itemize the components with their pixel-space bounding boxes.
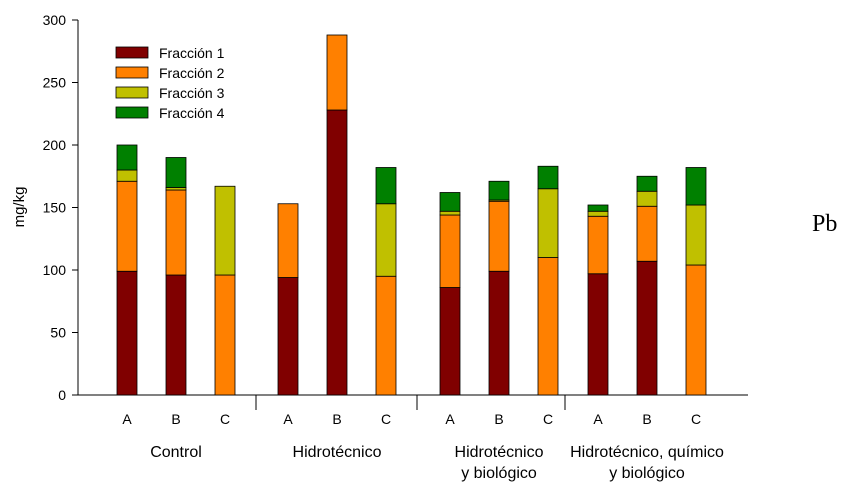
x-tick-label: B [642,411,651,427]
y-tick-label: 100 [43,262,67,278]
bar-segment [116,180,138,272]
bar-segment [488,270,510,396]
group-label: y biológico [461,465,537,482]
bar-segment [537,257,559,396]
group-label: y biológico [609,465,685,482]
legend-swatch [115,46,149,59]
y-tick-label: 200 [43,137,67,153]
x-tick-label: C [381,411,391,427]
bar-segment [116,169,138,182]
bar-segment [326,109,348,396]
bar-segment [537,165,559,190]
bar-segment [375,275,397,396]
bar-segment [636,205,658,262]
y-axis-label: mg/kg [11,187,28,228]
bar-segment [636,190,658,207]
bars [116,34,707,396]
bar-segment [165,274,187,396]
bar-segment [439,214,461,288]
legend-swatch [115,106,149,119]
legend-label: Fracción 2 [159,65,225,81]
legend-swatch [115,66,149,79]
legend-label: Fracción 4 [159,105,225,121]
legend: Fracción 1 Fracción 2 Fracción 3 Fracción 4 [115,45,225,121]
legend-swatch [115,86,149,99]
bar-segment [375,203,397,277]
x-tick-label: B [171,411,180,427]
axes [72,19,748,410]
legend-label: Fracción 1 [159,45,225,61]
bar-segment [636,260,658,396]
bar-segment [165,157,187,188]
x-tick-label: A [122,411,132,427]
x-tick-label: C [220,411,230,427]
bar-segment [685,204,707,266]
bar-segment [375,167,397,205]
bar-segment [277,277,299,396]
bar-segment [214,274,236,396]
bar-segment [587,204,609,212]
labels: 0 50 100 150 200 250 300 A B C Control A B C Hidrotécn… [43,12,724,482]
bar-segment [165,189,187,276]
x-tick-label: A [283,411,293,427]
bar-segment [439,210,461,216]
y-tick-label: 250 [43,75,67,91]
bar-segment [587,215,609,275]
bar-segment [685,167,707,206]
y-tick-label: 300 [43,12,67,28]
bar-segment [636,175,658,192]
x-tick-label: C [543,411,553,427]
bar-segment [488,180,510,201]
x-tick-label: B [332,411,341,427]
bar-segment [488,200,510,272]
bar-segment [326,34,348,111]
bar-segment [116,270,138,396]
bar-segment [587,210,609,217]
y-tick-label: 50 [50,325,66,341]
x-tick-label: A [445,411,455,427]
bar-segment [277,203,299,278]
x-tick-label: C [691,411,701,427]
group-label: Hidrotécnico [293,444,382,461]
group-label: Control [150,444,202,461]
bar-segment [214,185,236,276]
x-tick-label: B [494,411,503,427]
group-label: Hidrotécnico [455,444,544,461]
element-label: Pb [812,211,837,237]
bar-segment [439,192,461,212]
y-tick-label: 0 [58,387,66,403]
x-tick-label: A [593,411,603,427]
bar-segment [537,188,559,258]
y-tick-label: 150 [43,200,67,216]
group-label: Hidrotécnico, químico [570,444,724,461]
bar-segment [439,287,461,396]
bar-segment [116,144,138,171]
legend-label: Fracción 3 [159,85,225,101]
bar-segment [587,273,609,396]
bar-segment [685,264,707,396]
